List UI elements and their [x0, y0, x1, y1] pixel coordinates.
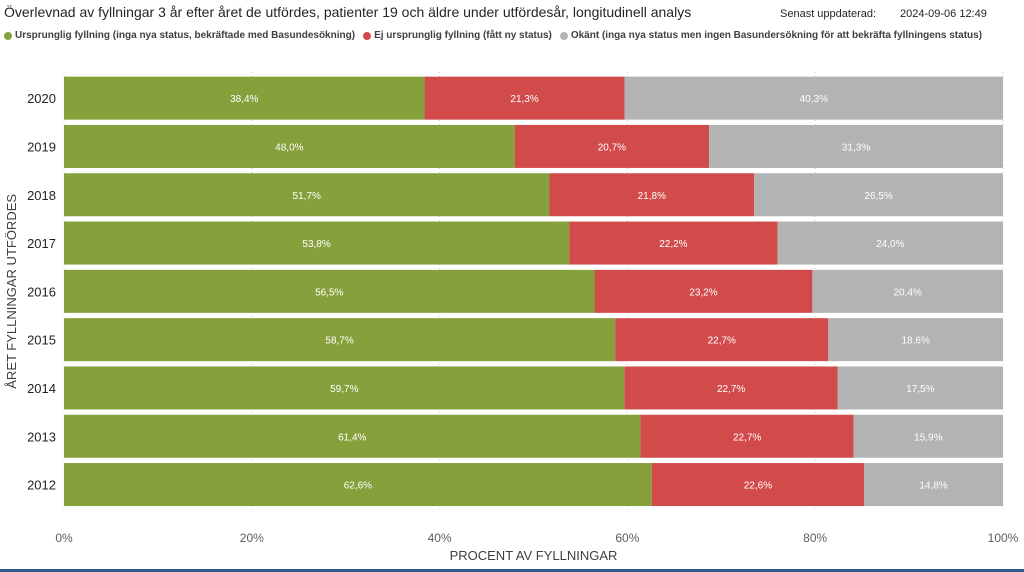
x-tick-label: 80% [803, 531, 827, 545]
bar-2018-series-0 [64, 173, 550, 217]
data-label: 56,5% [315, 287, 343, 298]
bar-2012-series-0 [64, 463, 652, 507]
bar-2020-series-0 [64, 76, 425, 120]
bottom-border [0, 569, 1024, 572]
data-label: 21,3% [510, 94, 538, 105]
y-tick-label: 2016 [27, 284, 56, 299]
x-axis-title: PROCENT AV FYLLNINGAR [450, 548, 618, 563]
legend-label-original: Ursprunglig fyllning (inga nya status, b… [15, 30, 356, 41]
data-label: 22,7% [708, 336, 736, 347]
data-label: 22,7% [717, 384, 745, 395]
bar-2014-series-1 [624, 366, 838, 410]
legend-label-not-original: Ej ursprunglig fyllning (fått ny status) [374, 30, 552, 41]
data-label: 22,2% [659, 239, 687, 250]
bar-2012-series-2 [864, 463, 1003, 507]
x-tick-label: 40% [428, 531, 452, 545]
last-updated-label: Senast uppdaterad: [780, 8, 877, 20]
legend-item-unknown[interactable]: Okänt (inga nya status men ingen Basunde… [559, 30, 983, 41]
legend-item-not-original[interactable]: Ej ursprunglig fyllning (fått ny status) [363, 30, 552, 41]
bar-2017-series-2 [777, 221, 1003, 265]
data-label: 15,9% [914, 432, 942, 443]
y-tick-label: 2017 [27, 236, 56, 251]
data-label: 51,7% [293, 191, 321, 202]
data-label: 24,0% [876, 239, 904, 250]
bar-2014-series-2 [837, 366, 1003, 410]
y-tick-label: 2019 [27, 139, 56, 154]
bar-2015-series-0 [64, 318, 616, 362]
data-label: 26,5% [864, 191, 892, 202]
y-tick-label: 2014 [27, 381, 56, 396]
bar-2014-series-0 [64, 366, 625, 410]
y-tick-label: 2015 [27, 333, 56, 348]
x-tick-label: 0% [55, 531, 73, 545]
data-label: 62,6% [344, 481, 372, 492]
x-tick-label: 20% [240, 531, 264, 545]
y-tick-label: 2012 [27, 478, 56, 493]
bar-2020-series-2 [624, 76, 1003, 120]
bar-2013-series-1 [640, 414, 854, 458]
y-tick-label: 2020 [27, 91, 56, 106]
data-label: 17,5% [906, 384, 934, 395]
data-label: 18,6% [901, 336, 929, 347]
legend-dot-red [363, 31, 372, 40]
y-tick-label: 2018 [27, 188, 56, 203]
bar-2018-series-1 [549, 173, 755, 217]
data-label: 20,4% [894, 287, 922, 298]
bar-2013-series-0 [64, 414, 641, 458]
data-label: 23,2% [689, 287, 717, 298]
bar-2020-series-1 [424, 76, 625, 120]
bar-2017-series-0 [64, 221, 570, 265]
data-label: 48,0% [275, 142, 303, 153]
data-label: 59,7% [330, 384, 358, 395]
x-tick-label: 100% [988, 531, 1019, 545]
bar-2019-series-2 [709, 124, 1003, 168]
data-label: 38,4% [230, 94, 258, 105]
bar-2019-series-1 [514, 124, 710, 168]
bar-2016-series-0 [64, 269, 595, 313]
x-tick-label: 60% [615, 531, 639, 545]
bar-2019-series-0 [64, 124, 515, 168]
legend-label-unknown: Okänt (inga nya status men ingen Basunde… [570, 30, 983, 41]
legend-dot-green [4, 31, 12, 40]
bar-2016-series-1 [594, 269, 813, 313]
data-label: 14,8% [919, 481, 947, 492]
chart-title: Överlevnad av fyllningar 3 år efter året… [4, 4, 692, 20]
bar-2017-series-1 [569, 221, 778, 265]
data-label: 31,3% [842, 142, 870, 153]
y-axis-title: ÅRET FYLLNINGAR UTFÖRDES [4, 194, 19, 389]
bar-2012-series-1 [651, 463, 865, 507]
bar-2016-series-2 [812, 269, 1003, 313]
data-label: 22,6% [744, 481, 772, 492]
bar-2013-series-2 [853, 414, 1003, 458]
legend-item-original[interactable]: Ursprunglig fyllning (inga nya status, b… [4, 30, 355, 41]
data-label: 20,7% [598, 142, 626, 153]
y-tick-label: 2013 [27, 429, 56, 444]
bar-2015-series-2 [828, 318, 1003, 362]
data-label: 53,8% [302, 239, 330, 250]
data-label: 21,8% [638, 191, 666, 202]
data-label: 22,7% [733, 432, 761, 443]
data-label: 58,7% [325, 336, 353, 347]
data-label: 40,3% [800, 94, 828, 105]
bar-2018-series-2 [754, 173, 1003, 217]
data-label: 61,4% [338, 432, 366, 443]
last-updated-value: 2024-09-06 12:49 [900, 8, 987, 20]
legend-dot-grey [559, 31, 568, 40]
chart-legend: Ursprunglig fyllning (inga nya status, b… [4, 30, 990, 41]
bar-2015-series-1 [615, 318, 829, 362]
